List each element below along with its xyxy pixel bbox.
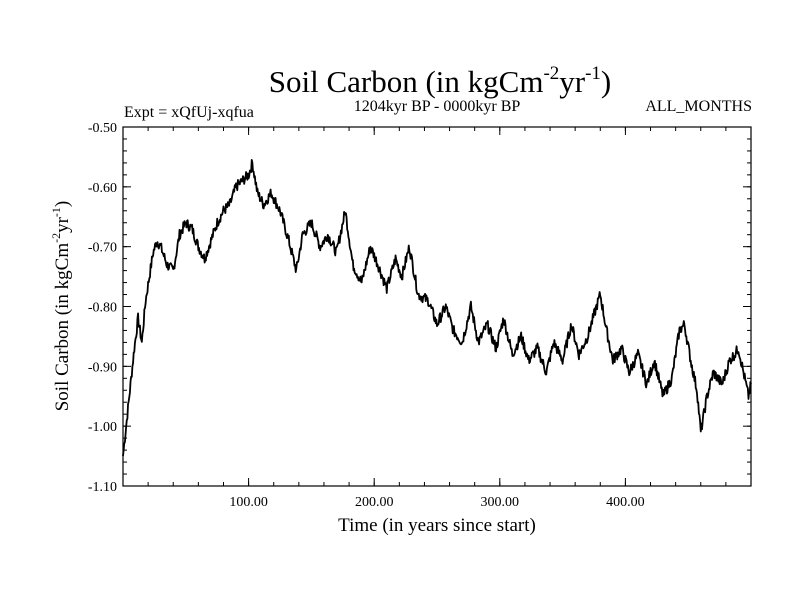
y-axis-label-sup1: -2 (49, 233, 63, 243)
y-tick-label: -0.80 (88, 301, 117, 316)
chart-title-mid: yr (559, 64, 586, 99)
y-tick-label: -0.60 (88, 181, 117, 196)
months-label: ALL_MONTHS (645, 98, 752, 115)
series-line-soil-carbon (122, 159, 752, 457)
x-tick-label: 400.00 (606, 495, 645, 510)
y-axis-label-main: Soil Carbon (in kgCm (52, 243, 73, 412)
y-tick-label: -1.10 (88, 480, 117, 495)
x-axis-label: Time (in years since start) (338, 515, 536, 536)
chart-title-close: ) (601, 64, 611, 99)
period-label: 1204kyr BP - 0000kyr BP (354, 98, 521, 115)
x-tick-label: 300.00 (481, 495, 520, 510)
y-axis-label-sup2: -1 (49, 207, 63, 217)
expt-label: Expt = xQfUj-xqfua (124, 104, 254, 121)
y-tick-label: -1.00 (88, 420, 117, 435)
y-axis-label-close: ) (52, 201, 73, 207)
chart-title-sup2: -1 (585, 63, 601, 84)
chart-title-main: Soil Carbon (in kgCm (269, 64, 544, 99)
x-tick-label: 100.00 (229, 495, 268, 510)
chart-title: Soil Carbon (in kgCm-2yr-1) (269, 63, 612, 99)
y-tick-label: -0.90 (88, 360, 117, 375)
y-axis-label: Soil Carbon (in kgCm-2yr-1) (49, 201, 73, 412)
x-tick-label: 200.00 (355, 495, 394, 510)
y-tick-label: -0.70 (88, 241, 117, 256)
y-axis-label-mid: yr (52, 216, 73, 233)
y-tick-label: -0.50 (88, 121, 117, 136)
chart-title-sup1: -2 (543, 63, 559, 84)
plot-frame (122, 126, 752, 487)
